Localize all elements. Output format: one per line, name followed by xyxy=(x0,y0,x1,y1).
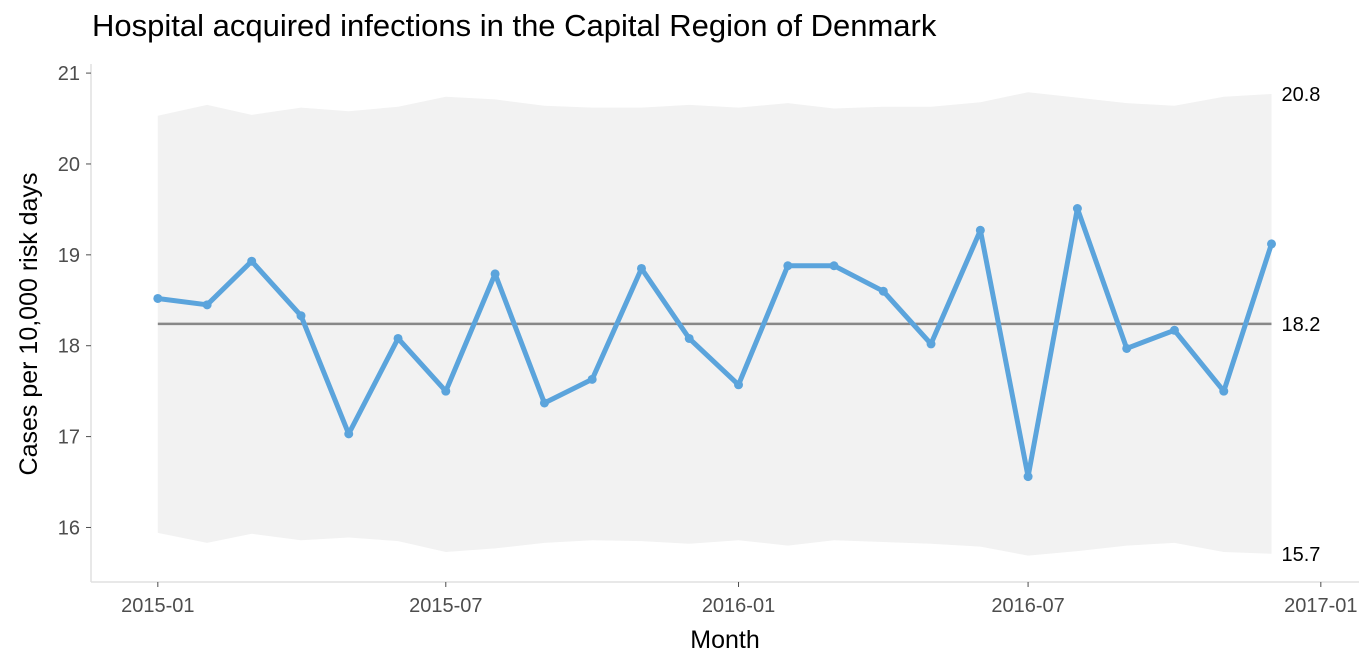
x-tick-label: 2015-01 xyxy=(121,595,194,617)
series-layer xyxy=(153,203,1276,482)
x-axis-title: Month xyxy=(690,626,759,654)
data-point xyxy=(734,380,744,390)
y-tick-label: 18 xyxy=(58,336,80,358)
data-point xyxy=(202,300,212,310)
data-point xyxy=(393,333,403,343)
data-point xyxy=(1266,239,1276,249)
y-tick-label: 16 xyxy=(58,517,80,539)
upper-limit-label: 20.8 xyxy=(1281,84,1320,106)
y-tick-label: 17 xyxy=(58,427,80,449)
x-tick-label: 2016-01 xyxy=(702,595,775,617)
data-point xyxy=(1169,325,1179,335)
series-line xyxy=(155,206,1274,480)
x-tick-label: 2016-07 xyxy=(991,595,1064,617)
data-point xyxy=(247,256,257,266)
x-tick-label: 2015-07 xyxy=(409,595,482,617)
center-line-label: 18.2 xyxy=(1281,314,1320,336)
data-point xyxy=(344,429,354,439)
y-tick-label: 21 xyxy=(58,63,80,85)
y-axis-title: Cases per 10,000 risk days xyxy=(15,173,43,476)
data-point xyxy=(1023,472,1033,482)
data-point xyxy=(153,293,163,303)
data-point xyxy=(1122,343,1132,353)
data-point xyxy=(926,339,936,349)
y-tick-label: 19 xyxy=(58,245,80,267)
axes xyxy=(90,64,1359,583)
lower-limit-label: 15.7 xyxy=(1281,544,1320,566)
data-point xyxy=(539,398,549,408)
data-point xyxy=(587,374,597,384)
data-point xyxy=(829,261,839,271)
data-point xyxy=(684,333,694,343)
data-point xyxy=(878,286,888,296)
data-point xyxy=(783,261,793,271)
data-point xyxy=(490,269,500,279)
data-point xyxy=(1219,386,1229,396)
data-point xyxy=(975,225,985,235)
data-point xyxy=(441,386,451,396)
end-labels: 20.8 18.2 15.7 xyxy=(1281,84,1320,566)
y-tick-label: 20 xyxy=(58,154,80,176)
data-point xyxy=(296,311,306,321)
data-point xyxy=(1072,203,1082,213)
chart-title: Hospital acquired infections in the Capi… xyxy=(92,8,937,43)
ticks: 16 17 18 19 20 21 2015-01 2015-07 2016-01 2016-07… xyxy=(58,63,1358,617)
data-point xyxy=(636,263,646,273)
x-tick-label: 2017-01 xyxy=(1284,595,1357,617)
